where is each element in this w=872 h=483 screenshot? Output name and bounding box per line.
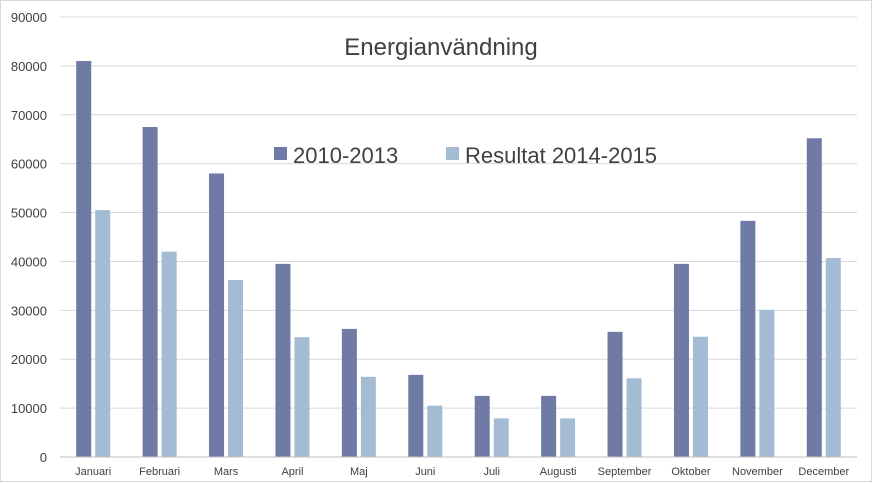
x-tick-label: Februari <box>139 466 180 478</box>
legend-label-resultat-2014-2015: Resultat 2014-2015 <box>465 143 657 168</box>
x-tick-label: September <box>598 466 652 478</box>
bar-resultat-2014-2015-april <box>294 337 310 457</box>
bar-resultat-2014-2015-december <box>825 258 841 457</box>
y-tick-label: 30000 <box>11 303 47 318</box>
bar-2010-2013-februari <box>142 127 158 457</box>
bar-2010-2013-juni <box>408 374 424 457</box>
y-tick-label: 20000 <box>11 352 47 367</box>
x-tick-label: Augusti <box>540 466 577 478</box>
y-tick-label: 60000 <box>11 157 47 172</box>
bar-resultat-2014-2015-januari <box>95 210 111 457</box>
x-tick-label: November <box>732 466 783 478</box>
bar-2010-2013-april <box>275 263 291 457</box>
bar-2010-2013-december <box>806 138 822 457</box>
x-tick-label: Mars <box>214 466 239 478</box>
x-axis-tick-labels: Januari Februari Mars April Maj Juni Juli Augus… <box>75 466 849 478</box>
legend-swatch-resultat-2014-2015 <box>446 147 459 160</box>
bar-2010-2013-oktober <box>673 263 689 457</box>
bar-2010-2013-januari <box>76 61 92 457</box>
bar-2010-2013-mars <box>209 173 225 457</box>
x-tick-label: Januari <box>75 466 111 478</box>
y-tick-label: 70000 <box>11 108 47 123</box>
y-tick-label: 10000 <box>11 401 47 416</box>
y-tick-label: 50000 <box>11 206 47 221</box>
legend-label-2010-2013: 2010-2013 <box>293 143 398 168</box>
bar-2010-2013-november <box>740 220 756 457</box>
bars <box>76 61 841 457</box>
bar-resultat-2014-2015-augusti <box>560 418 576 457</box>
bar-resultat-2014-2015-september <box>626 378 642 457</box>
legend: 2010-2013 Resultat 2014-2015 <box>274 143 657 168</box>
legend-swatch-2010-2013 <box>274 147 287 160</box>
bar-resultat-2014-2015-november <box>759 309 775 457</box>
bar-resultat-2014-2015-februari <box>161 251 177 457</box>
x-tick-label: Maj <box>350 466 368 478</box>
y-tick-label: 90000 <box>11 10 47 25</box>
y-tick-label: 0 <box>40 450 47 465</box>
bar-resultat-2014-2015-maj <box>360 376 376 457</box>
y-tick-label: 80000 <box>11 59 47 74</box>
bar-2010-2013-september <box>607 331 623 457</box>
chart-title: Energianvändning <box>344 34 538 61</box>
x-tick-label: December <box>798 466 849 478</box>
bar-resultat-2014-2015-oktober <box>692 336 708 457</box>
x-tick-label: April <box>281 466 303 478</box>
x-tick-label: Juni <box>415 466 435 478</box>
y-axis-tick-labels: 0 10000 20000 30000 40000 50000 60000 70000 8000… <box>11 10 47 465</box>
bar-2010-2013-maj <box>341 328 357 457</box>
bar-resultat-2014-2015-mars <box>228 280 244 457</box>
bar-2010-2013-juli <box>474 395 490 457</box>
bar-2010-2013-augusti <box>541 395 557 457</box>
bar-resultat-2014-2015-juli <box>493 418 509 457</box>
x-tick-label: Oktober <box>671 466 710 478</box>
y-tick-label: 40000 <box>11 254 47 269</box>
gridlines <box>60 16 857 409</box>
bar-resultat-2014-2015-juni <box>427 405 443 457</box>
x-tick-label: Juli <box>483 466 500 478</box>
